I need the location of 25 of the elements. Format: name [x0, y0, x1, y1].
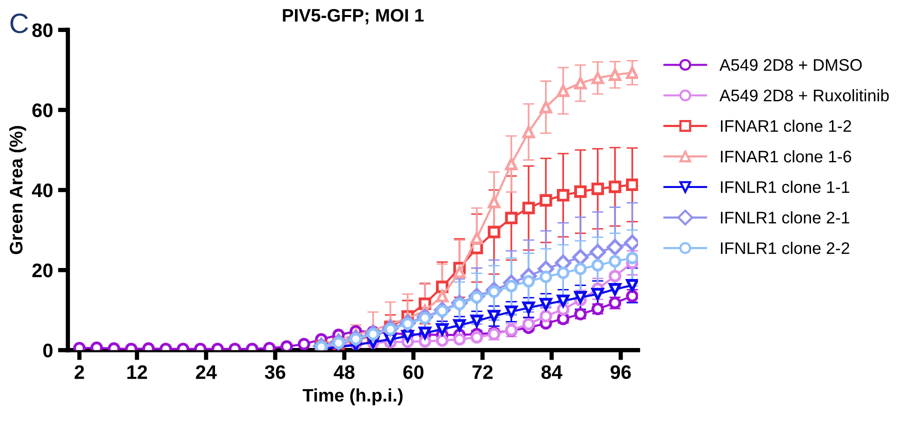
x-tick-label: 12	[127, 365, 148, 379]
y-tick-label: 60	[32, 103, 52, 118]
x-tick-label: 96	[610, 365, 631, 380]
x-tick-label: 36	[264, 365, 286, 380]
legend-label: IFNLR1 clone 2-1	[720, 211, 850, 224]
x-tick-label: 24	[196, 365, 217, 379]
x-tick-label: 84	[541, 365, 562, 380]
y-tick-label: 40	[32, 183, 52, 198]
y-axis-title: Green Area (%)	[9, 126, 26, 254]
legend-label: IFNAR1 clone 1-2	[720, 120, 852, 132]
x-axis-title: Time (h.p.i.)	[302, 388, 403, 406]
chart-title: PIV5-GFP; MOI 1	[282, 8, 424, 24]
x-tick-label: 72	[472, 365, 493, 379]
legend-label: IFNLR1 clone 2-2	[720, 242, 850, 254]
text: C	[10, 14, 28, 34]
legend-label: IFNLR1 clone 1-1	[720, 180, 850, 193]
x-tick-label: 48	[334, 365, 355, 380]
x-tick-label: 2	[74, 365, 84, 379]
legend-label: A549 2D8 + DMSO	[719, 59, 862, 71]
x-tick-label: 60	[403, 365, 424, 380]
y-tick-label: 20	[32, 264, 52, 278]
legend-label: A549 2D8 + Ruxolitinib	[719, 89, 889, 102]
legend-label: IFNAR1 clone 1-6	[720, 150, 852, 162]
y-tick-label: 80	[32, 23, 52, 38]
y-tick-label: 0	[43, 344, 52, 358]
